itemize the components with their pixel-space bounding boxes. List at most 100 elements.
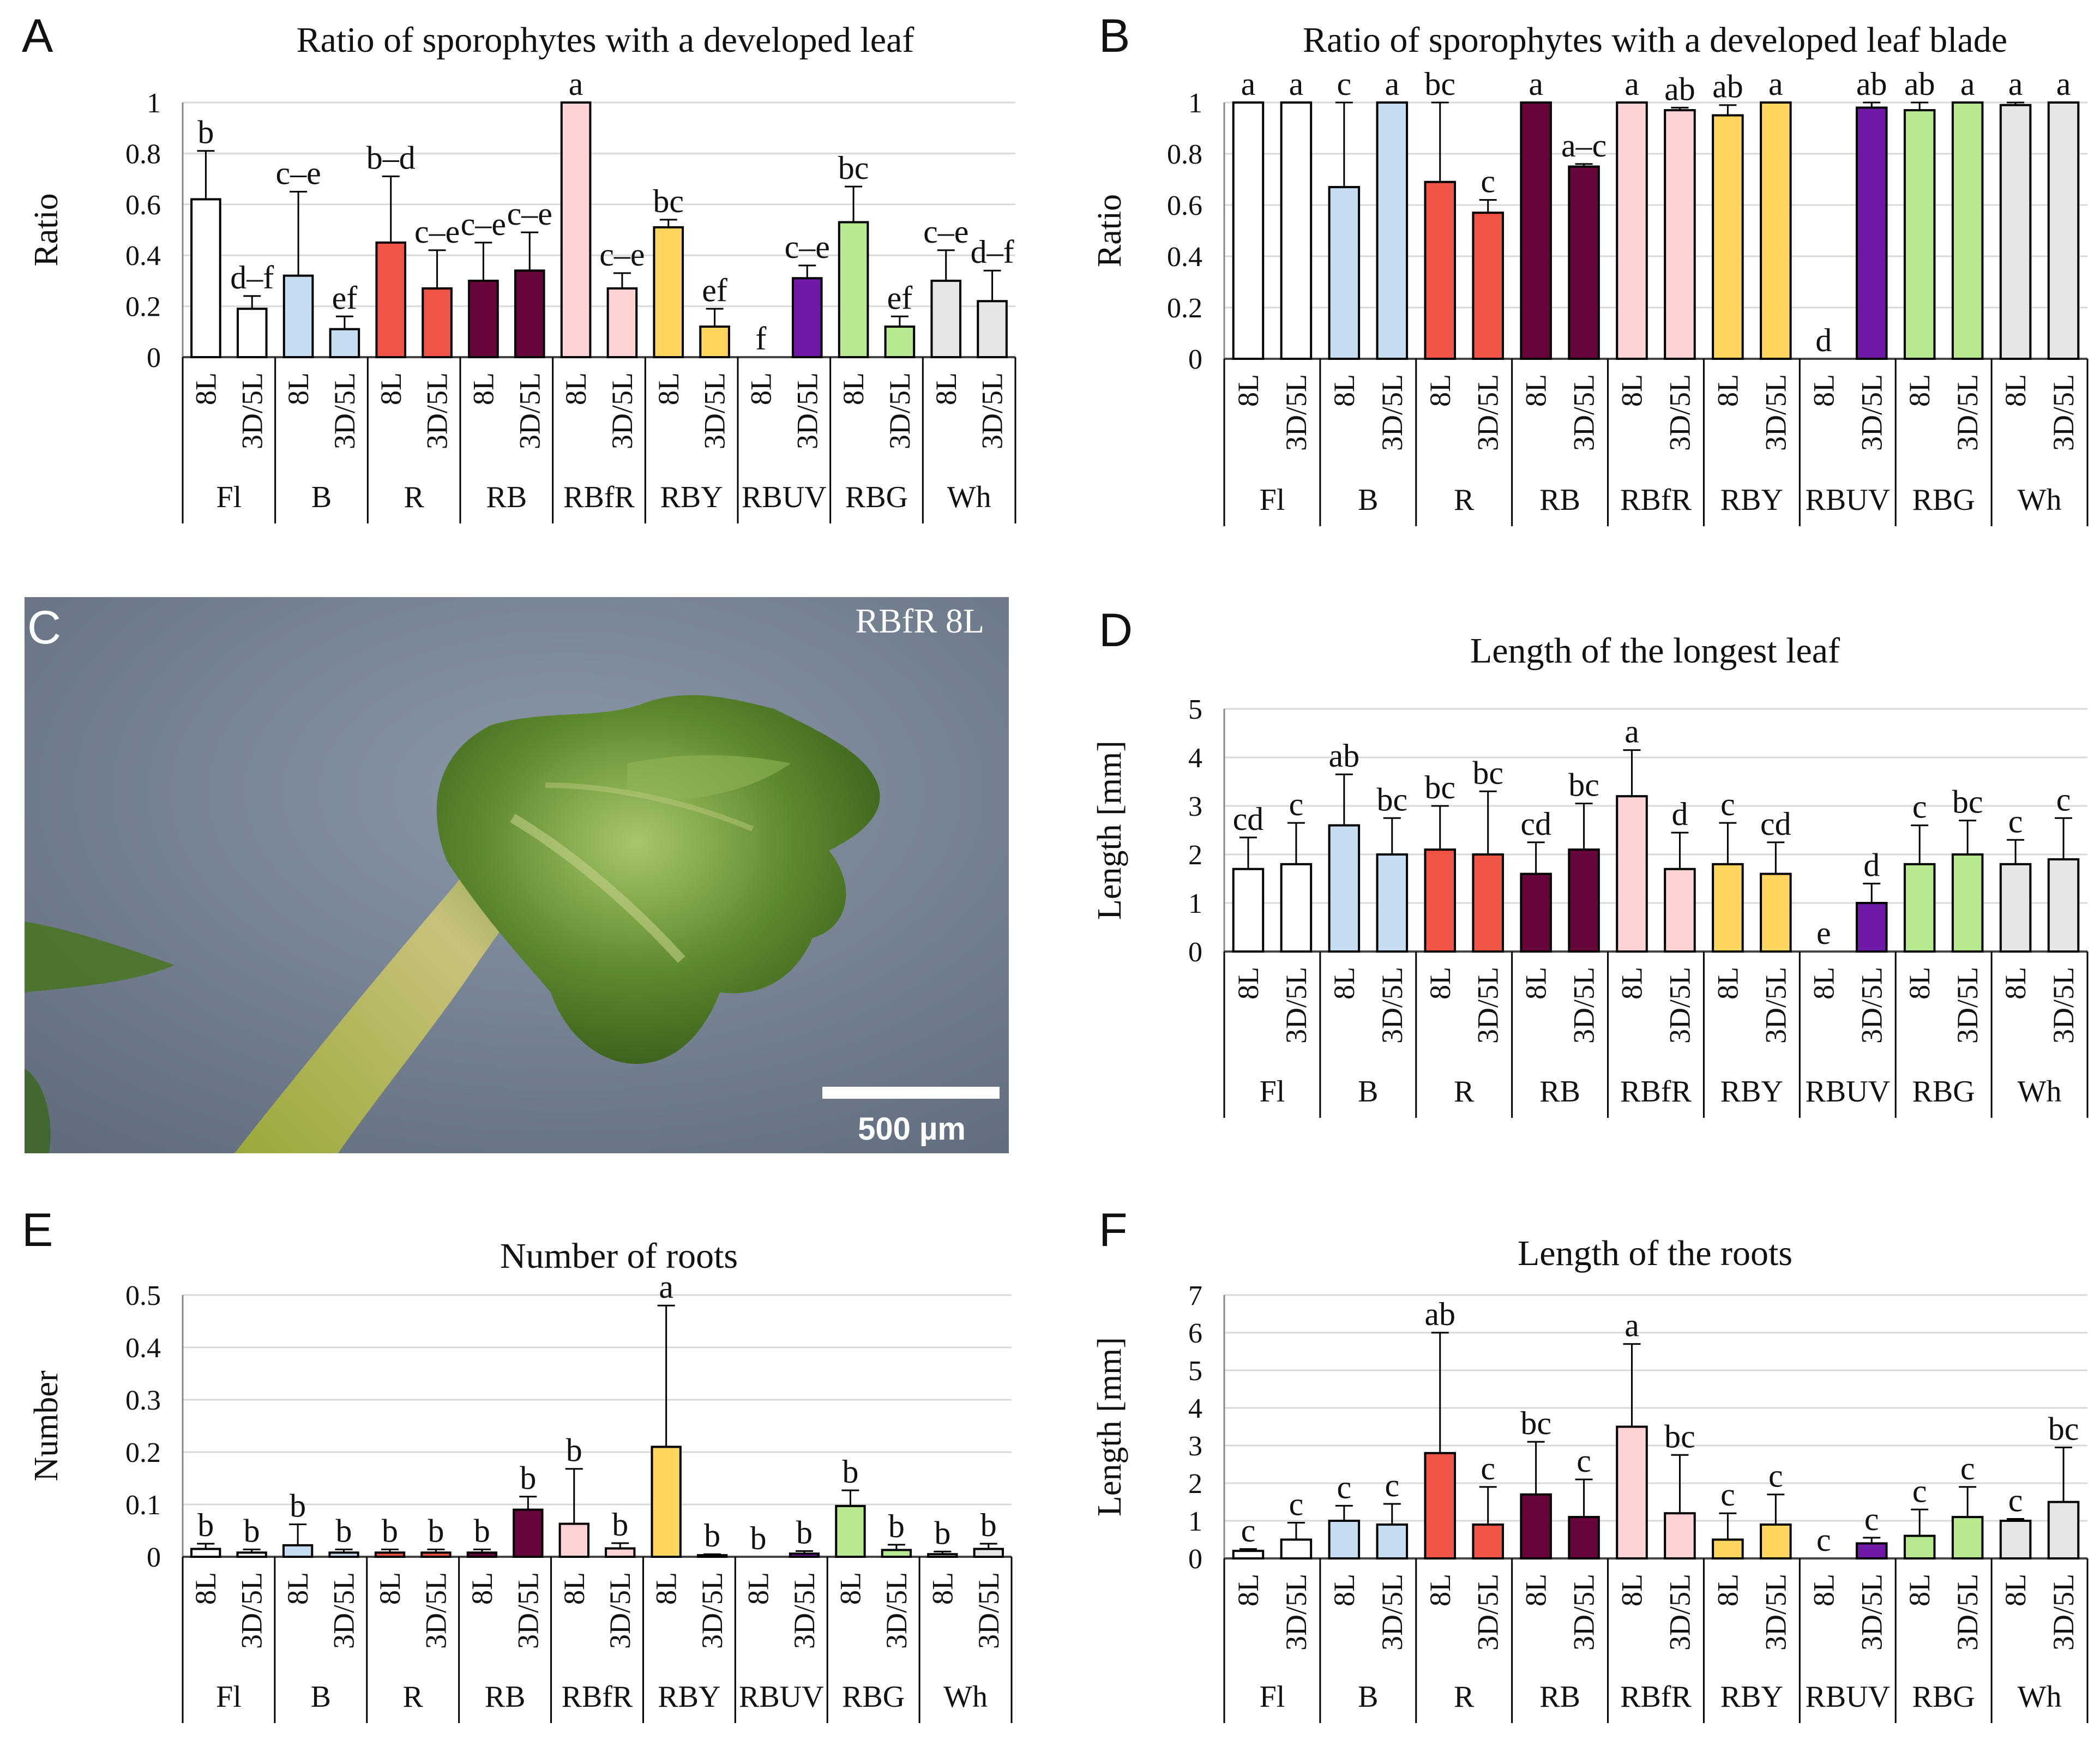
x-tick-label: 8L — [1903, 374, 1936, 407]
x-tick-label: 8L — [1328, 374, 1361, 407]
chart-panel-b: B Ratio of sporophytes with a developed l… — [1091, 10, 2089, 526]
y-tick-label: 0 — [1188, 937, 1202, 968]
x-tick-label: 8L — [1424, 967, 1457, 1000]
x-tick-label: 3D/5L — [1759, 967, 1792, 1044]
y-axis-label: Length [mm] — [1091, 740, 1128, 920]
bar — [468, 279, 499, 359]
bar — [699, 325, 730, 359]
bar — [514, 269, 545, 358]
significance-letter: bc — [1424, 769, 1455, 805]
significance-letter: c — [1912, 789, 1927, 825]
significance-letter: c — [1289, 1486, 1304, 1522]
y-tick-label: 0 — [147, 342, 161, 374]
x-tick-label: 3D/5L — [604, 1572, 636, 1649]
group-label: Wh — [2018, 483, 2062, 517]
x-tick-label: 3D/5L — [328, 1572, 360, 1649]
x-tick-label: 3D/5L — [883, 372, 916, 449]
y-tick-label: 7 — [1188, 1280, 1202, 1311]
bar — [1855, 902, 1888, 953]
significance-letter: a — [2056, 66, 2071, 102]
chart-title: Length of the longest leaf — [1470, 631, 1840, 671]
group-label: RBG — [1912, 1075, 1975, 1109]
significance-letter: ab — [1856, 66, 1887, 102]
bar — [1760, 872, 1792, 953]
x-tick-label: 8L — [1807, 1574, 1840, 1606]
significance-letter: c — [1481, 164, 1495, 200]
x-tick-label: 3D/5L — [1568, 967, 1600, 1044]
y-tick-label: 6 — [1188, 1318, 1202, 1349]
bar — [1951, 1516, 1984, 1560]
panel-letter: B — [1099, 10, 1130, 62]
x-tick-label: 8L — [1232, 967, 1265, 1000]
bar — [1951, 853, 1984, 953]
bar — [328, 1551, 359, 1558]
x-tick-label: 3D/5L — [419, 1572, 452, 1649]
group-label: RBUV — [739, 1680, 824, 1714]
x-tick-label: 8L — [834, 1572, 867, 1605]
x-tick-label: 8L — [281, 1572, 314, 1605]
bar — [927, 1553, 958, 1558]
x-tick-label: 3D/5L — [1663, 1574, 1696, 1651]
significance-letter: a — [1241, 66, 1256, 102]
x-tick-label: 8L — [1999, 1574, 2032, 1606]
bar — [560, 101, 592, 358]
x-tick-label: 8L — [189, 1572, 222, 1605]
significance-letter: b — [842, 1454, 858, 1490]
group-label: RB — [1539, 1075, 1580, 1109]
bar — [1280, 101, 1313, 360]
significance-letter: c — [1337, 1469, 1352, 1505]
significance-letter: bc — [1952, 784, 1983, 820]
chart-panel-a: A Ratio of sporophytes with a developed l… — [22, 10, 1016, 523]
group-label: R — [404, 480, 424, 514]
significance-letter: a — [2008, 66, 2023, 102]
group-label: RBY — [1720, 1680, 1783, 1714]
x-tick-label: 3D/5L — [2047, 374, 2080, 451]
group-label: B — [1358, 1075, 1378, 1109]
group-label: Fl — [216, 1680, 242, 1714]
group-label: Wh — [947, 480, 991, 514]
bar — [1424, 180, 1457, 360]
bar — [374, 1551, 406, 1558]
group-label: RB — [1539, 483, 1580, 517]
group-label: RB — [1539, 1680, 1580, 1714]
group-label: R — [403, 1680, 424, 1714]
y-tick-label: 5 — [1188, 694, 1202, 725]
group-label: RBG — [1912, 1680, 1975, 1714]
bar — [1999, 863, 2032, 953]
significance-letter: b — [980, 1507, 997, 1543]
bar — [791, 277, 823, 359]
x-tick-label: 3D/5L — [976, 372, 1009, 449]
x-tick-label: 8L — [1232, 374, 1265, 407]
significance-letter: c–e — [785, 229, 830, 265]
bar — [2047, 101, 2080, 360]
bar — [329, 328, 360, 359]
bar — [973, 1548, 1004, 1558]
x-tick-label: 8L — [374, 1572, 406, 1605]
x-tick-label: 3D/5L — [1472, 1574, 1505, 1651]
bar — [1520, 1493, 1552, 1560]
group-label: Wh — [2018, 1680, 2062, 1714]
bar — [1616, 101, 1648, 360]
significance-letter: a–c — [1561, 128, 1606, 164]
bar — [1472, 853, 1504, 953]
group-label: RBY — [658, 1680, 720, 1714]
chart-panel-f: F Length of the roots 0 1 2 3 4 5 6 7 Length [mm] c… — [1091, 1204, 2089, 1723]
significance-letter: d — [1863, 847, 1880, 883]
bar — [1664, 868, 1696, 953]
x-tick-label: 3D/5L — [1951, 1574, 1984, 1651]
chart-panel-d: D Length of the longest leaf 0 1 2 3 4 5 Length … — [1091, 604, 2089, 1118]
significance-letter: a — [569, 66, 583, 102]
bar — [1712, 1538, 1744, 1560]
bar — [1328, 1520, 1361, 1560]
significance-letter: b — [750, 1520, 767, 1556]
significance-letter: c — [2008, 1483, 2023, 1519]
significance-letter: c — [1864, 1501, 1879, 1537]
x-tick-label: 8L — [1903, 1574, 1936, 1606]
significance-letter: d — [1671, 796, 1688, 832]
y-tick-label: 0.4 — [1167, 242, 1202, 273]
group-label: RB — [485, 1680, 526, 1714]
significance-letter: a — [1529, 66, 1543, 102]
x-tick-label: 8L — [1999, 374, 2032, 407]
x-tick-label: 3D/5L — [1280, 1574, 1313, 1651]
x-tick-label: 8L — [1328, 1574, 1361, 1606]
